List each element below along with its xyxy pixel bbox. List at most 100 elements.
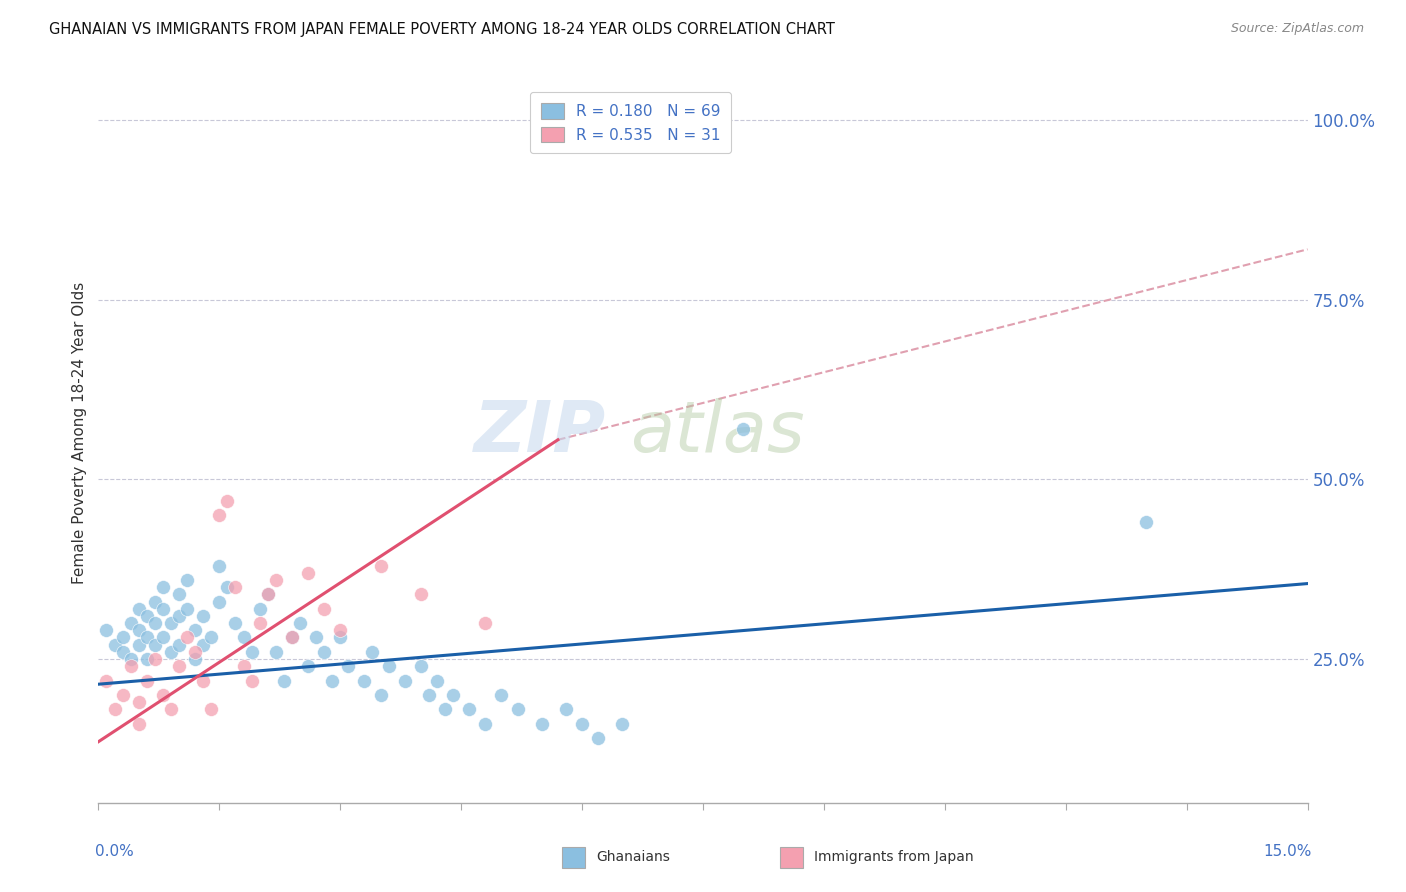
Point <box>128 624 150 638</box>
Text: Ghanaians: Ghanaians <box>596 850 671 864</box>
Point <box>217 494 239 508</box>
Point <box>409 587 432 601</box>
Point <box>208 594 231 608</box>
Point <box>458 702 481 716</box>
Point <box>474 616 496 631</box>
Point <box>370 558 392 573</box>
Point <box>143 652 166 666</box>
Point <box>184 645 207 659</box>
Point <box>111 645 134 659</box>
Point <box>160 616 183 631</box>
Point <box>120 652 142 666</box>
Point <box>240 673 263 688</box>
Point <box>176 631 198 645</box>
Point <box>200 631 222 645</box>
Point <box>96 624 118 638</box>
Point <box>281 631 304 645</box>
Point <box>474 716 496 731</box>
Point <box>249 601 271 615</box>
Point <box>314 601 336 615</box>
Text: Source: ZipAtlas.com: Source: ZipAtlas.com <box>1230 22 1364 36</box>
Text: atlas: atlas <box>630 398 806 467</box>
Point <box>167 638 190 652</box>
Point <box>571 716 593 731</box>
Point <box>184 652 207 666</box>
Point <box>418 688 440 702</box>
Point <box>167 659 190 673</box>
Point <box>321 673 343 688</box>
Point <box>232 659 254 673</box>
Point <box>281 631 304 645</box>
Point <box>491 688 513 702</box>
Point <box>1135 516 1157 530</box>
Point <box>160 702 183 716</box>
Bar <box>780 847 803 868</box>
Point <box>240 645 263 659</box>
Point <box>184 624 207 638</box>
Point <box>273 673 295 688</box>
Point <box>361 645 384 659</box>
Point <box>256 587 278 601</box>
Point <box>370 688 392 702</box>
Point <box>160 645 183 659</box>
Text: Immigrants from Japan: Immigrants from Japan <box>814 850 974 864</box>
Point <box>353 673 375 688</box>
Point <box>176 601 198 615</box>
Point <box>733 422 755 436</box>
Text: GHANAIAN VS IMMIGRANTS FROM JAPAN FEMALE POVERTY AMONG 18-24 YEAR OLDS CORRELATI: GHANAIAN VS IMMIGRANTS FROM JAPAN FEMALE… <box>49 22 835 37</box>
Point <box>329 624 352 638</box>
Point <box>152 601 174 615</box>
Point <box>193 608 215 623</box>
Point <box>377 659 399 673</box>
Point <box>176 573 198 587</box>
Point <box>506 702 529 716</box>
Point <box>530 716 553 731</box>
Point <box>143 616 166 631</box>
Point <box>200 702 222 716</box>
Point <box>152 580 174 594</box>
Point <box>586 731 609 745</box>
Point <box>128 716 150 731</box>
Point <box>297 566 319 580</box>
Point <box>167 608 190 623</box>
Point <box>249 616 271 631</box>
Point <box>96 673 118 688</box>
Point <box>394 673 416 688</box>
Point <box>193 673 215 688</box>
Point <box>152 688 174 702</box>
Legend: R = 0.180   N = 69, R = 0.535   N = 31: R = 0.180 N = 69, R = 0.535 N = 31 <box>530 92 731 153</box>
Point <box>135 652 157 666</box>
Point <box>135 673 157 688</box>
Point <box>103 638 125 652</box>
Point <box>314 645 336 659</box>
Point <box>612 716 634 731</box>
Point <box>224 616 246 631</box>
Y-axis label: Female Poverty Among 18-24 Year Olds: Female Poverty Among 18-24 Year Olds <box>72 282 87 583</box>
Point <box>217 580 239 594</box>
Point <box>135 608 157 623</box>
Point <box>152 631 174 645</box>
Point <box>208 558 231 573</box>
Point <box>337 659 360 673</box>
Point <box>256 587 278 601</box>
Text: 0.0%: 0.0% <box>94 844 134 858</box>
Point <box>128 638 150 652</box>
Point <box>111 631 134 645</box>
Point <box>224 580 246 594</box>
Point <box>193 638 215 652</box>
Point <box>135 631 157 645</box>
Point <box>288 616 311 631</box>
Point <box>143 638 166 652</box>
Point <box>264 645 287 659</box>
Point <box>208 508 231 523</box>
Point <box>329 631 352 645</box>
Text: ZIP: ZIP <box>474 398 606 467</box>
Point <box>547 112 569 127</box>
Point <box>143 594 166 608</box>
Point <box>128 695 150 709</box>
Point <box>232 631 254 645</box>
Point <box>120 659 142 673</box>
Point <box>426 673 449 688</box>
Point <box>120 616 142 631</box>
Point <box>409 659 432 673</box>
